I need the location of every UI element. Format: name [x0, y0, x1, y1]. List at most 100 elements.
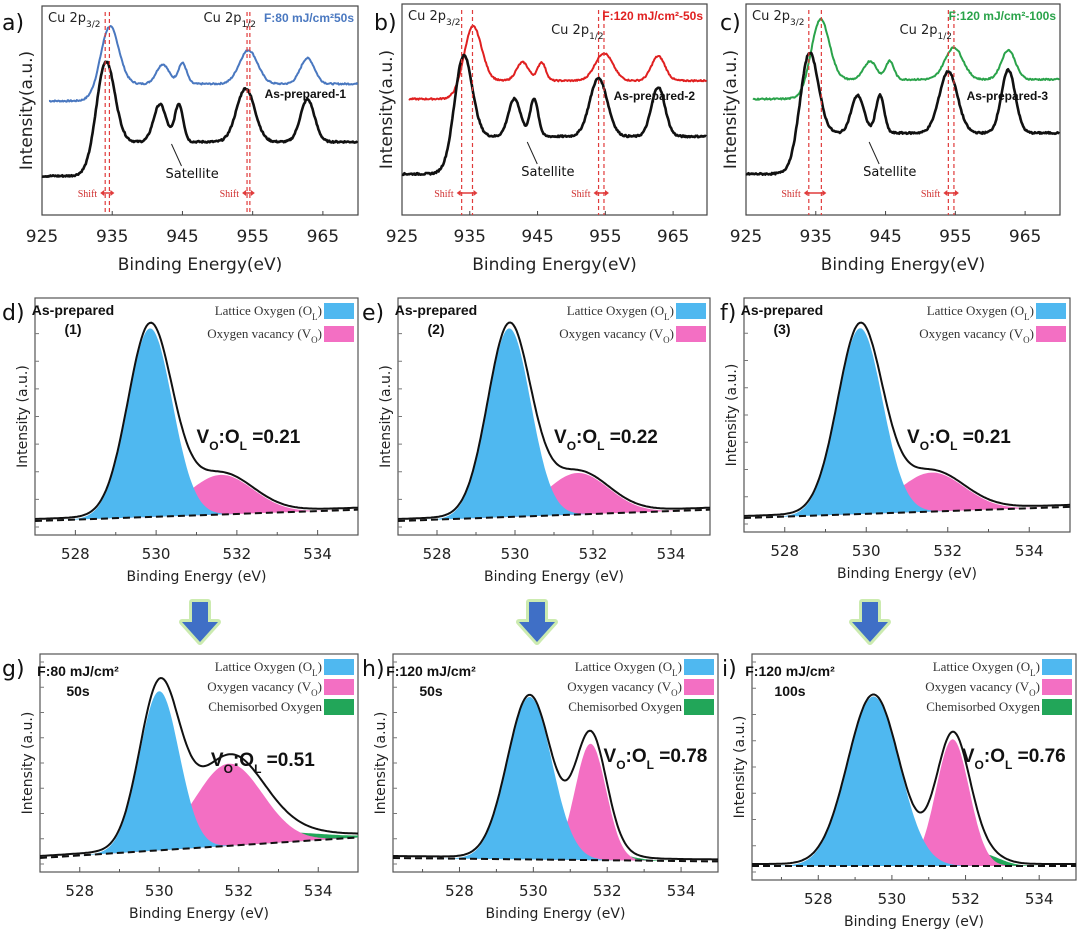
shift-arrowhead	[110, 190, 115, 196]
satellite-label: Satellite	[521, 165, 574, 180]
x-tick-label: 530	[142, 545, 171, 563]
down-arrow-icon	[519, 602, 555, 642]
peak-label-cu2p32: Cu 2p3/2	[752, 9, 804, 28]
satellite-pointer	[526, 141, 538, 165]
legend-item-label: Oxygen vacancy (VO)	[925, 679, 1040, 698]
component-fill-lattice-oxygen	[393, 697, 718, 862]
shift-arrowhead	[822, 190, 827, 196]
x-tick-label: 935	[800, 227, 832, 247]
background-baseline	[397, 508, 711, 522]
sample-title: As-prepared	[32, 302, 114, 318]
component-fill-oxygen-vacancy	[40, 763, 358, 858]
x-axis-label: Binding Energy (eV)	[129, 906, 269, 922]
x-tick-label: 532	[933, 542, 962, 560]
panel-label: h)	[362, 657, 385, 682]
legend-item-label: Lattice Oxygen (OL)	[575, 659, 682, 678]
x-tick-label: 532	[579, 545, 608, 563]
as-prepared-series-label: As-prepared-3	[967, 89, 1049, 103]
legend-swatch	[1042, 659, 1072, 675]
component-fill-lattice-oxygen	[398, 328, 710, 521]
x-tick-label: 528	[65, 882, 94, 900]
chart-panel-a: 925 935 945 955 965 Binding Energy(eV) Intensi…	[2, 5, 359, 275]
vo-ol-ratio-annotation: VO:OL =0.78	[604, 746, 708, 772]
x-tick-label: 530	[878, 890, 907, 908]
x-tick-label: 945	[869, 227, 901, 247]
x-tick-label: 534	[304, 882, 333, 900]
x-tick-label: 925	[730, 227, 762, 247]
treated-series-label: F:120 mJ/cm²-50s	[602, 9, 703, 23]
transition-arrow	[179, 599, 221, 645]
x-tick-label: 965	[657, 227, 689, 247]
shift-arrowhead	[250, 190, 255, 196]
component-fill-lattice-oxygen	[752, 696, 1076, 866]
treated-series-label: F:80 mJ/cm²50s	[264, 11, 354, 25]
x-axis-label: Binding Energy(eV)	[472, 255, 637, 275]
x-tick-label: 945	[521, 227, 553, 247]
panel-label: e)	[362, 301, 384, 326]
shift-arrowhead	[593, 190, 598, 196]
legend-item-label: Chemisorbed Oxygen	[926, 699, 1040, 714]
shift-label: Shift	[781, 189, 801, 200]
x-tick-label: 955	[236, 227, 268, 247]
legend-swatch	[1042, 699, 1072, 715]
legend-swatch	[324, 303, 354, 319]
envelope-fit-line	[752, 693, 1076, 865]
component-fill-lattice-oxygen	[40, 691, 358, 858]
legend-item-label: Oxygen vacancy (VO)	[567, 679, 682, 698]
sample-subtitle: 50s	[66, 683, 90, 699]
chart-panel-c: 925 935 945 955 965 Binding Energy(eV) Intensi…	[720, 3, 1061, 275]
as-prepared-spectrum-line	[401, 53, 707, 177]
peak-label-cu2p12: Cu 2p1/2	[204, 11, 256, 30]
sample-subtitle: (2)	[427, 321, 444, 337]
sample-title: F:120 mJ/cm²	[745, 663, 835, 679]
plot-frame	[41, 5, 359, 216]
x-axis-label: Binding Energy (eV)	[127, 569, 267, 585]
x-axis-label: Binding Energy(eV)	[118, 255, 283, 275]
x-tick-label: 935	[454, 227, 486, 247]
legend-item-label: Lattice Oxygen (OL)	[927, 303, 1034, 322]
shift-arrowhead	[943, 190, 948, 196]
legend-item-label: Oxygen vacancy (VO)	[919, 326, 1034, 345]
envelope-fit-line	[39, 676, 358, 857]
x-tick-label: 935	[96, 227, 128, 247]
satellite-label: Satellite	[863, 165, 916, 180]
y-axis-label: Intensity (a.u.)	[15, 365, 31, 468]
x-tick-label: 925	[26, 227, 58, 247]
legend-swatch	[324, 699, 354, 715]
legend-swatch	[676, 303, 706, 319]
envelope-fit-line	[397, 321, 710, 520]
legend-swatch	[1042, 679, 1072, 695]
legend-item-label: Lattice Oxygen (OL)	[933, 659, 1040, 678]
x-tick-label: 530	[145, 882, 174, 900]
x-axis-label: Binding Energy (eV)	[837, 566, 977, 582]
chart-panel-b: 925 935 945 955 965 Binding Energy(eV) Intensi…	[374, 3, 708, 275]
shift-arrowhead	[803, 190, 808, 196]
y-axis-label: Intensity(a.u.)	[377, 50, 397, 169]
treated-spectrum-line	[752, 17, 1060, 101]
chart-panel-i: 528 530 532 534 Binding Energy (eV) Intensity…	[722, 653, 1077, 930]
x-tick-label: 532	[951, 890, 980, 908]
chart-panel-e: 528 530 532 534 Binding Energy (eV) Intensity…	[362, 297, 711, 585]
legend-item-label: Lattice Oxygen (OL)	[215, 659, 322, 678]
down-arrow-icon	[852, 602, 888, 642]
sample-title: F:80 mJ/cm²	[37, 663, 119, 679]
legend-swatch	[324, 659, 354, 675]
peak-label-cu2p32: Cu 2p3/2	[408, 9, 460, 28]
peak-label-cu2p32: Cu 2p3/2	[48, 11, 100, 30]
panel-label: g)	[2, 657, 25, 682]
shift-label: Shift	[220, 189, 240, 200]
panel-label: i)	[722, 657, 737, 682]
sample-subtitle: 100s	[774, 683, 805, 699]
x-tick-label: 965	[307, 227, 339, 247]
peak-label-cu2p12: Cu 2p1/2	[551, 23, 603, 42]
shift-arrowhead	[456, 190, 461, 196]
panel-label: c)	[720, 11, 741, 36]
x-tick-label: 528	[770, 542, 799, 560]
shift-label: Shift	[571, 189, 591, 200]
y-axis-label: Intensity (a.u.)	[724, 364, 740, 467]
x-tick-label: 534	[657, 545, 686, 563]
legend-item-label: Oxygen vacancy (VO)	[207, 679, 322, 698]
chart-panel-h: 528 530 532 534 Binding Energy (eV) Intensity…	[362, 653, 719, 922]
vo-ol-ratio-annotation: VO:OL =0.76	[962, 746, 1066, 772]
x-tick-label: 534	[1015, 542, 1044, 560]
